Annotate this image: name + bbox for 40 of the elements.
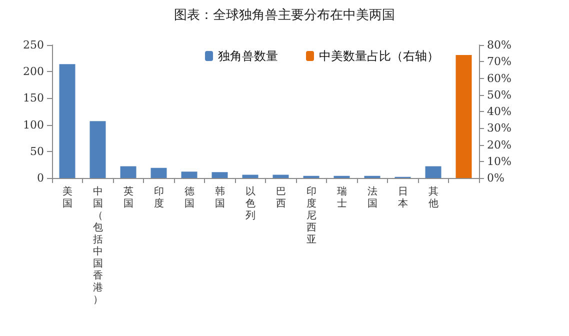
x-tick-label: 日本 (398, 186, 408, 210)
bar (242, 174, 258, 178)
y2-tick-label: 30% (487, 122, 512, 135)
y2-tick-label: 50% (487, 88, 512, 102)
x-tick-label: 巴西 (276, 186, 286, 210)
x-tick-label: 德国 (184, 186, 194, 210)
x-tick-label: 瑞士 (336, 186, 347, 210)
y2-tick-label: 40% (487, 105, 512, 118)
bar (59, 64, 76, 178)
y-tick-label: 100 (23, 118, 44, 132)
x-tick-label: 以色列 (245, 186, 256, 222)
bar (120, 166, 136, 178)
y-tick-label: 50 (30, 144, 44, 158)
x-tick-label: 印度 (154, 186, 164, 210)
y2-tick-label: 20% (487, 138, 512, 152)
x-tick-label: 英国 (123, 186, 134, 210)
y-tick-label: 0 (37, 172, 44, 184)
y2-tick-label: 0% (487, 172, 504, 184)
bar (150, 168, 167, 178)
y-tick-label: 200 (23, 65, 44, 78)
bar (90, 121, 106, 178)
x-tick-label: 法国 (367, 186, 378, 210)
x-tick-label: 印度尼西亚 (306, 186, 316, 246)
bar (272, 174, 289, 178)
bar (212, 172, 228, 178)
legend-label: 中美数量占比（右轴） (319, 49, 439, 63)
y2-tick-label: 60% (487, 72, 512, 85)
y2-tick-label: 10% (487, 154, 512, 168)
y2-tick-label: 70% (487, 55, 512, 68)
legend-label: 独角兽数量 (218, 49, 278, 63)
chart-title: 图表：全球独角兽主要分布在中美两国 (174, 7, 395, 23)
x-tick-label: 韩国 (214, 186, 225, 210)
bar (181, 172, 198, 178)
y-tick-label: 250 (23, 38, 44, 52)
y2-tick-label: 80% (487, 38, 512, 52)
x-tick-label: 美国 (62, 186, 72, 210)
bar (425, 166, 442, 178)
category-label: 中国（包括中国香港） (92, 186, 103, 306)
y-tick-label: 150 (23, 92, 44, 105)
x-tick-label: 其他 (428, 186, 438, 210)
